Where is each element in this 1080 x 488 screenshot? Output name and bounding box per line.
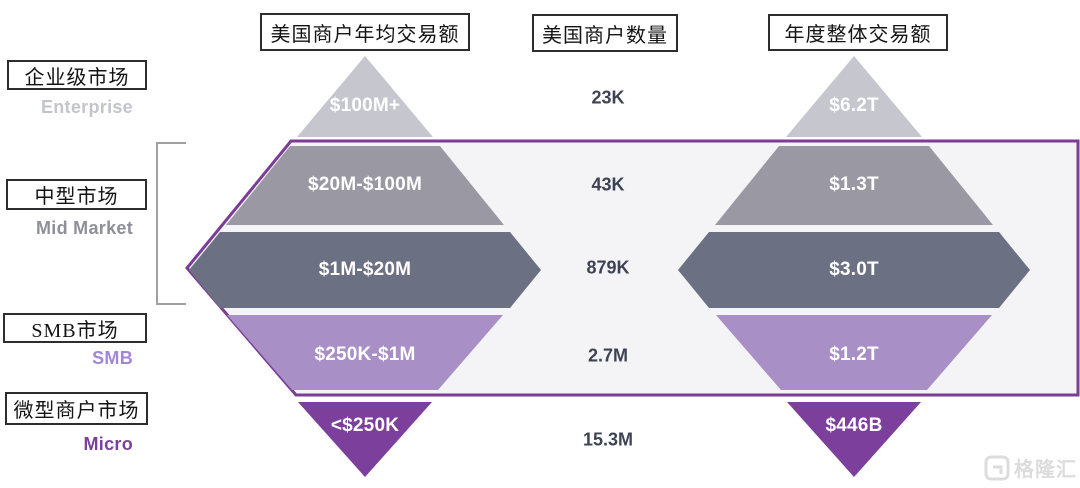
segment-box-enterprise: 企业级市场 [7,60,147,90]
column-header-avg-transaction: 美国商户年均交易额 [260,13,470,51]
avg-value-midmarket-lower: $1M-$20M [318,259,412,280]
segment-sublabel-smb: SMB [92,348,133,368]
left-band-enterprise [297,56,433,137]
avg-value-smb: $250K-$1M [314,344,416,365]
segment-sublabel-enterprise: Enterprise [40,97,133,117]
watermark-gelonghui: 格隆汇 [984,453,1077,482]
right-band-midmarket-lower [678,232,1030,308]
left-band-midmarket-lower [189,232,541,308]
total-value-enterprise: $6.2T [829,95,879,116]
midmarket-bracket [156,142,186,305]
segment-box-midmarket: 中型市场 [6,179,147,210]
left-band-micro [298,402,432,477]
left-band-midmarket-upper [226,146,504,225]
total-value-micro: $446B [825,415,883,436]
count-midmarket-upper: 43K [591,174,625,195]
avg-value-enterprise: $100M+ [329,95,401,116]
segment-sublabel-micro: Micro [83,434,133,454]
right-band-smb [716,315,992,390]
column-header-annual-total: 年度整体交易额 [768,14,948,51]
avg-value-midmarket-upper: $20M-$100M [308,174,422,195]
watermark-text: 格隆汇 [1014,459,1077,481]
right-band-enterprise [786,56,922,137]
total-value-smb: $1.2T [829,344,879,365]
segment-box-smb: SMB市场 [3,313,147,343]
avg-value-micro: <$250K [330,415,400,436]
right-band-micro [787,402,921,477]
count-micro: 15.3M [582,429,634,450]
segment-box-micro: 微型商户市场 [5,392,148,425]
left-band-smb [227,315,503,390]
right-band-midmarket-upper [715,146,993,225]
total-value-midmarket-upper: $1.3T [829,174,879,195]
total-value-midmarket-lower: $3.0T [829,259,879,280]
count-midmarket-lower: 879K [586,257,630,278]
count-smb: 2.7M [587,345,629,366]
segment-sublabel-midmarket: Mid Market [35,218,133,238]
gelonghui-logo-icon [984,455,1010,480]
count-enterprise: 23K [591,87,625,108]
column-header-merchant-count: 美国商户数量 [532,14,678,52]
